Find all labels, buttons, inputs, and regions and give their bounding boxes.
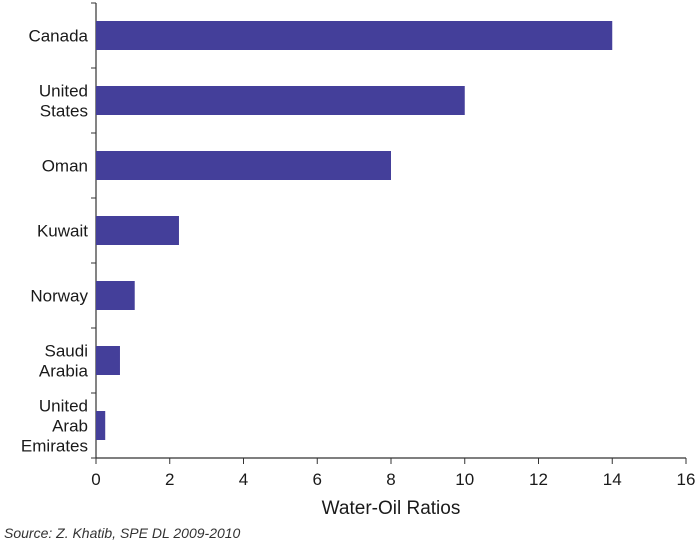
x-tick-label: 12	[529, 470, 548, 489]
category-label: Norway	[30, 287, 88, 306]
category-label: United	[39, 82, 88, 101]
bar	[96, 151, 391, 180]
bar	[96, 216, 179, 245]
x-axis-title: Water-Oil Ratios	[322, 498, 461, 519]
x-tick-label: 10	[455, 470, 474, 489]
source-note: Source: Z. Khatib, SPE DL 2009-2010	[4, 525, 241, 541]
category-label: Kuwait	[37, 222, 88, 241]
chart-axes	[91, 2, 687, 464]
bar	[96, 21, 613, 50]
category-label: Oman	[42, 157, 88, 176]
x-tick-label: 4	[239, 470, 248, 489]
bar	[96, 346, 120, 375]
category-label: United	[39, 397, 88, 416]
x-tick-label: 6	[313, 470, 322, 489]
bar	[96, 281, 135, 310]
category-label: States	[40, 102, 88, 121]
x-tick-label: 8	[386, 470, 395, 489]
x-tick-label: 16	[677, 470, 696, 489]
category-label: Saudi	[45, 342, 88, 361]
chart-bars	[96, 21, 613, 440]
category-label: Arabia	[39, 362, 89, 381]
chart-labels: 0 2 4 6 8 10 12 14 16CanadaUnitedStatesOmanKuwai…	[21, 27, 696, 490]
category-label: Arab	[52, 417, 88, 436]
x-tick-label: 2	[165, 470, 174, 489]
bar-chart: 0 2 4 6 8 10 12 14 16CanadaUnitedStatesOmanKuwai…	[21, 2, 696, 519]
category-label: Emirates	[21, 437, 88, 456]
bar	[96, 411, 106, 440]
bar	[96, 86, 465, 115]
x-tick-label: 14	[603, 470, 622, 489]
category-label: Canada	[28, 27, 88, 46]
x-tick-label: 0	[91, 470, 100, 489]
